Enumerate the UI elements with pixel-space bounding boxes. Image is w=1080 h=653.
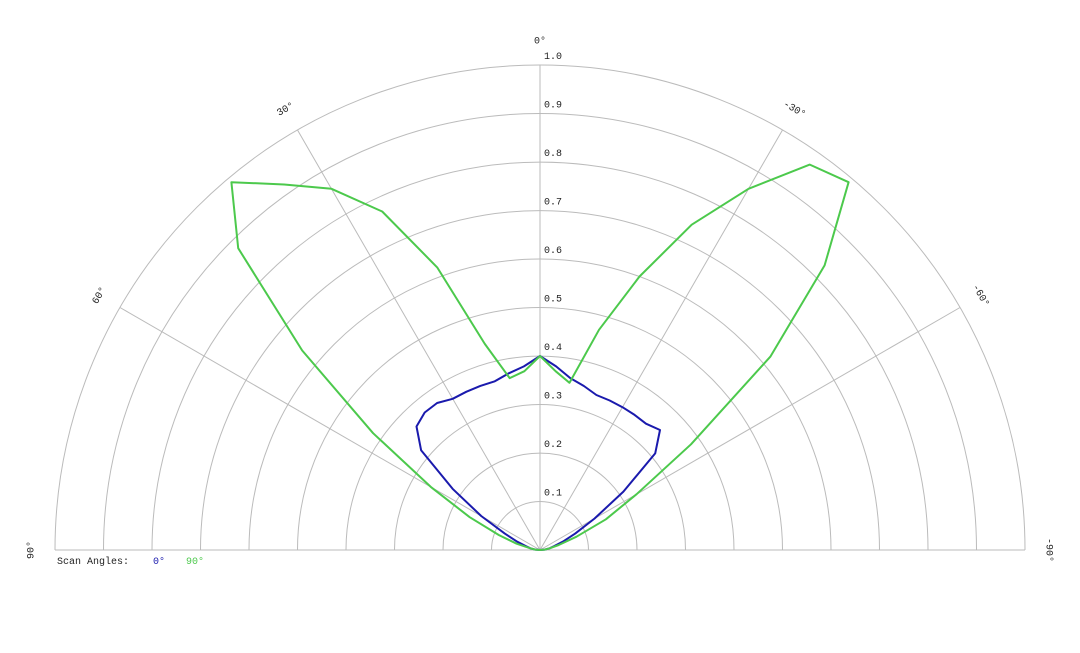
theta-tick-label: 60°: [90, 285, 109, 307]
r-tick-label: 1.0: [544, 52, 562, 63]
theta-tick-label: -60°: [969, 282, 991, 309]
legend-title: Scan Angles:: [57, 556, 129, 568]
theta-tick-label: 30°: [275, 100, 297, 119]
grid-spoke: [539, 307, 961, 551]
theta-tick-label: -90°: [1042, 538, 1054, 562]
r-tick-label: 0.2: [544, 440, 562, 451]
theta-tick-label: -30°: [781, 99, 808, 121]
theta-tick-label: 90°: [26, 541, 38, 559]
r-tick-label: 0.8: [544, 149, 562, 160]
r-tick-label: 0.4: [544, 343, 562, 354]
r-tick-label: 0.7: [544, 198, 562, 209]
grid-spoke: [539, 129, 783, 551]
legend-entry: 90°: [186, 556, 204, 568]
grid-spoke: [119, 307, 541, 551]
legend-entry: 0°: [153, 556, 165, 568]
series-line: [230, 163, 850, 551]
r-tick-label: 0.3: [544, 392, 562, 403]
r-tick-label: 0.6: [544, 246, 562, 257]
r-tick-label: 0.9: [544, 101, 562, 112]
grid-spoke: [297, 129, 541, 551]
r-tick-label: 0.5: [544, 295, 562, 306]
theta-tick-label: 0°: [534, 36, 546, 48]
r-tick-label: 0.1: [544, 489, 562, 500]
